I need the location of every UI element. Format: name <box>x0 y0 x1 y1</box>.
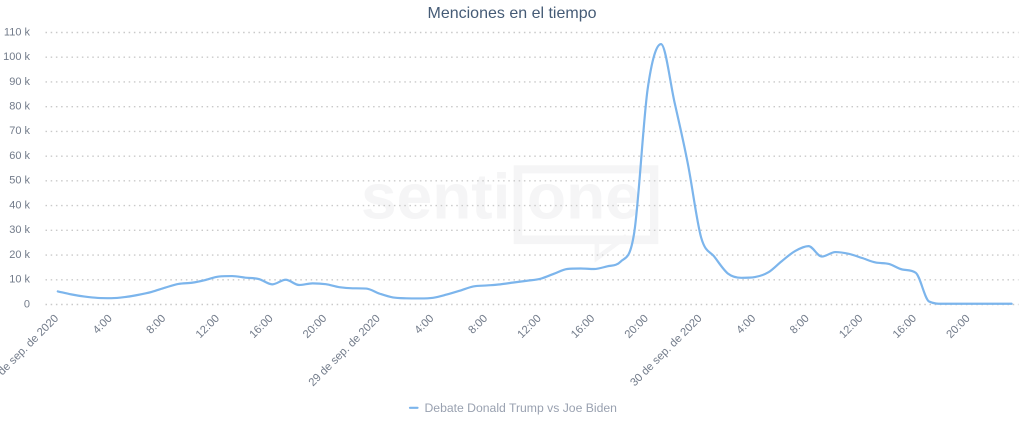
svg-text:20 k: 20 k <box>9 249 30 261</box>
svg-text:110 k: 110 k <box>4 26 31 38</box>
svg-text:80 k: 80 k <box>9 100 30 112</box>
svg-text:Menciones en el tiempo: Menciones en el tiempo <box>428 5 597 22</box>
svg-text:0: 0 <box>24 298 30 310</box>
svg-text:100 k: 100 k <box>3 51 30 63</box>
svg-text:60 k: 60 k <box>9 150 30 162</box>
svg-text:40 k: 40 k <box>9 199 30 211</box>
svg-text:50 k: 50 k <box>9 175 30 187</box>
svg-text:senti: senti <box>361 161 510 233</box>
svg-text:one: one <box>527 161 641 233</box>
svg-text:30 k: 30 k <box>9 224 30 236</box>
svg-text:90 k: 90 k <box>9 76 30 88</box>
svg-text:Debate Donald Trump vs Joe Bid: Debate Donald Trump vs Joe Biden <box>425 401 617 415</box>
svg-text:70 k: 70 k <box>9 125 30 137</box>
svg-text:10 k: 10 k <box>9 274 30 286</box>
